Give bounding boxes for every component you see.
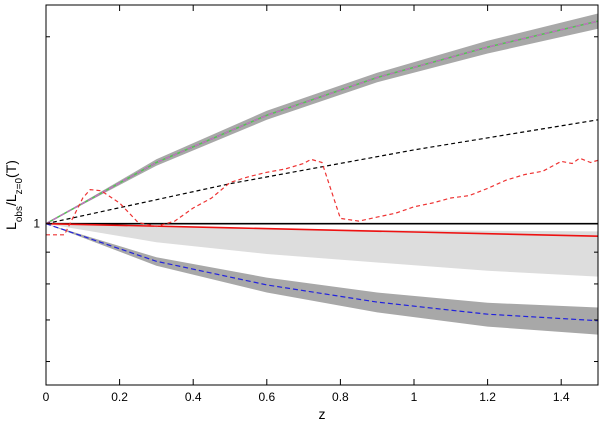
series-line-5: [45, 223, 599, 322]
x-tick-label: 0.4: [185, 390, 202, 404]
series-line-0: [45, 20, 599, 225]
confidence-bands: [46, 13, 598, 335]
x-tick-label: 1.4: [553, 390, 570, 404]
y-axis-title: Lobs/Lz=0(T): [3, 160, 25, 230]
x-tick-label: 0.2: [111, 390, 128, 404]
x-tick-label: 1.2: [479, 390, 496, 404]
series-line-1: [45, 20, 599, 225]
x-tick-label: 0.6: [258, 390, 275, 404]
band-2: [46, 223, 598, 335]
series-line-2: [45, 119, 599, 225]
series-lines: [45, 20, 599, 322]
x-tick-label: 0: [43, 390, 50, 404]
x-axis-title: z: [319, 406, 326, 422]
band-1: [46, 223, 598, 277]
series-line-6: [46, 157, 599, 236]
y-axis-title-text: Lobs/Lz=0(T): [3, 160, 25, 230]
series-line-4: [45, 222, 599, 237]
x-tick-label: 1: [411, 390, 418, 404]
band-0: [46, 13, 598, 224]
x-tick-label: 0.8: [332, 390, 349, 404]
axis-ticks: [45, 5, 598, 385]
y-tick-label: 1: [33, 217, 40, 231]
tick-labels: 0 0.2 0.4 0.6 0.8 1 1.2 1.4 1: [33, 217, 570, 404]
plot-frame: [45, 4, 599, 386]
